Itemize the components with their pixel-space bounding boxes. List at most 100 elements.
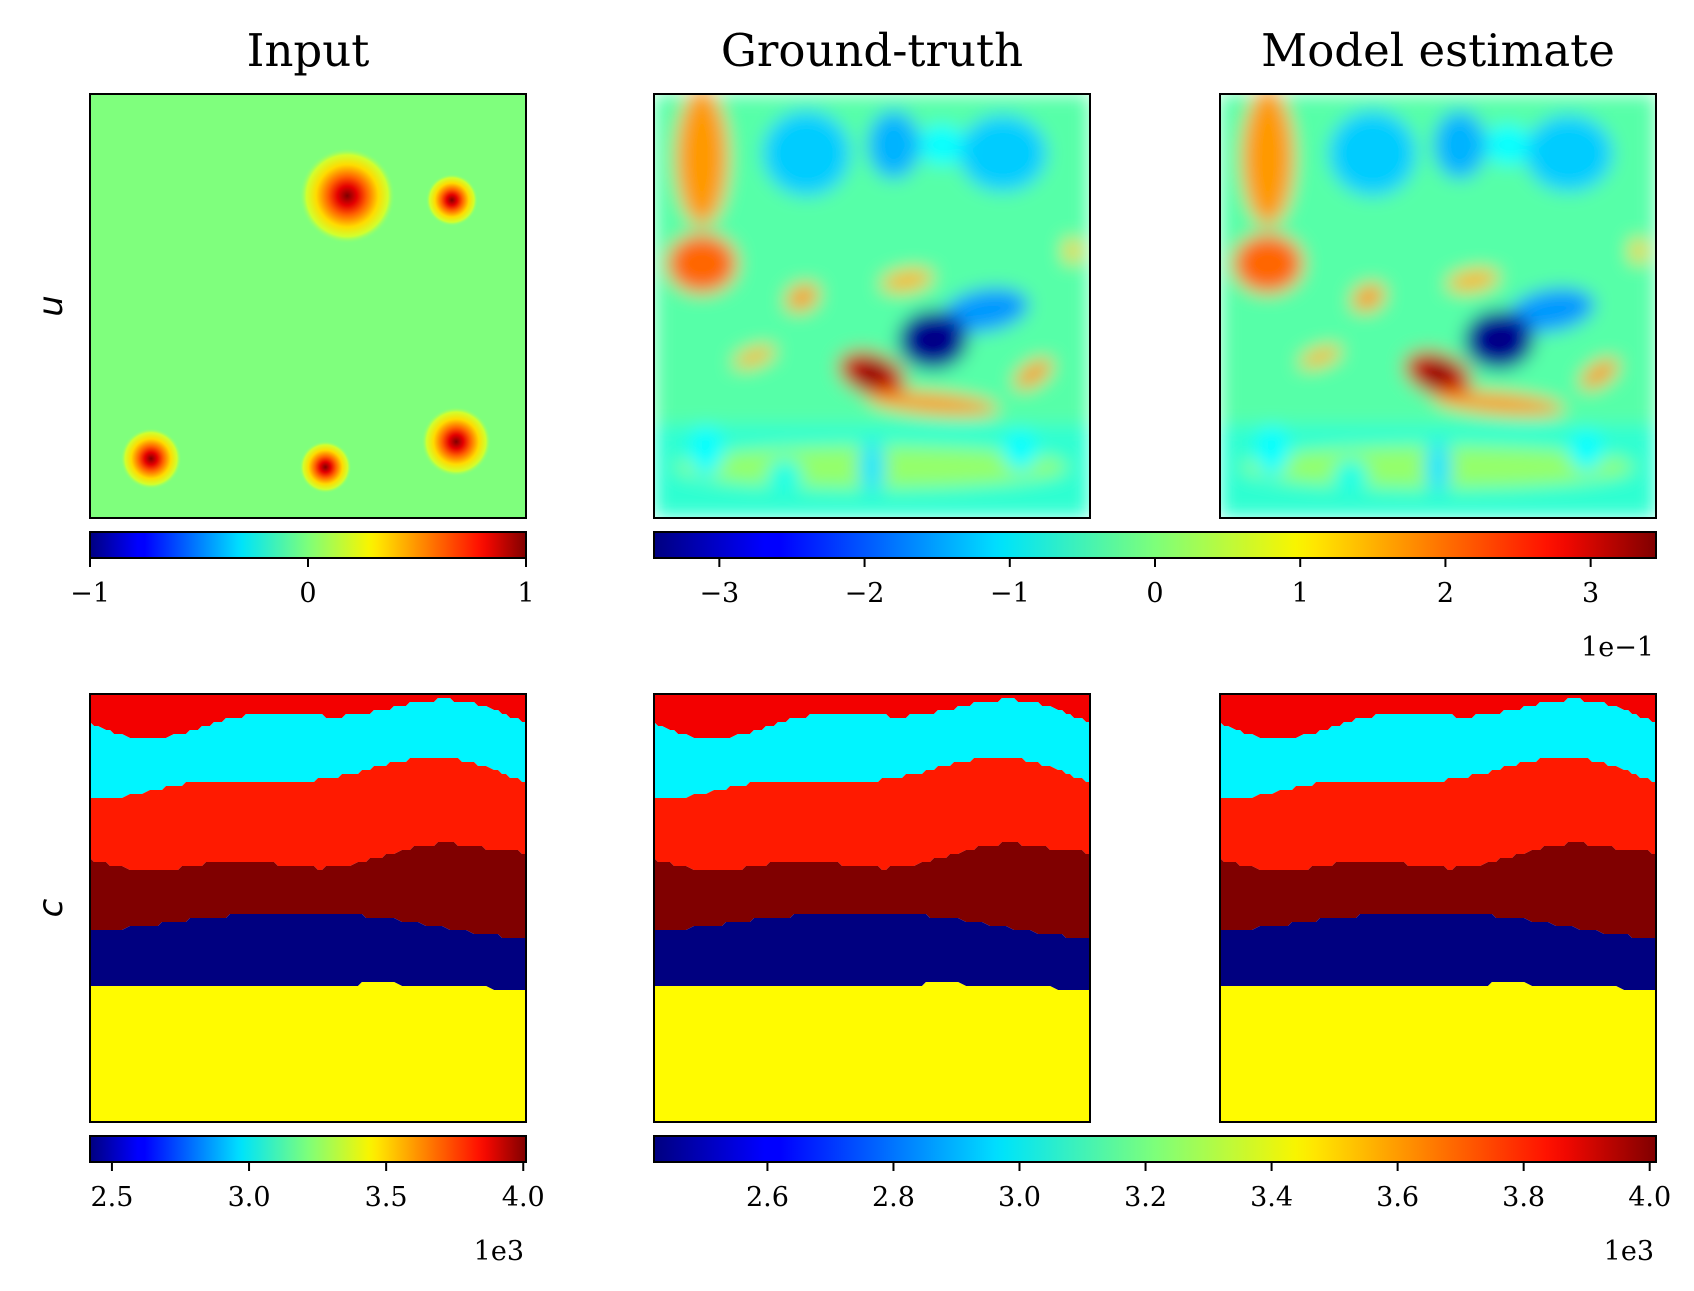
- colorbar-tick-label: 0: [299, 578, 316, 609]
- panel-model-estimate-u: [1219, 93, 1657, 519]
- title-model-estimate: Model estimate: [1261, 24, 1615, 77]
- ylabel-u: u: [31, 295, 71, 317]
- colorbar-tick-label: 2.5: [90, 1182, 133, 1213]
- velocity-layer: [654, 982, 1090, 1122]
- wave-blob: [733, 345, 775, 368]
- colorbar-input-c: 2.5 3.0 3.5 4.0 1e3: [89, 1135, 545, 1267]
- wave-blob: [959, 115, 1047, 192]
- velocity-layer: [654, 698, 1090, 798]
- wave-blob: [1433, 391, 1565, 416]
- velocity-layer: [90, 694, 526, 738]
- wave-blob: [1508, 288, 1595, 333]
- wave-blob: [1233, 233, 1303, 294]
- wave-blob: [919, 123, 964, 167]
- ground-truth-c-frame: [653, 693, 1091, 1123]
- colorbar-tick-label: −2: [845, 578, 885, 609]
- colorbar-tick-label: 3.0: [228, 1182, 271, 1213]
- colorbar-tick-label: 3: [1582, 578, 1599, 609]
- wave-blob: [767, 458, 803, 493]
- colorbar-input-c-offset: 1e3: [474, 1236, 524, 1267]
- velocity-layer: [90, 758, 526, 870]
- velocity-layer: [90, 842, 526, 938]
- title-ground-truth: Ground-truth: [721, 24, 1023, 77]
- ground-truth-u-field: [654, 94, 1090, 518]
- input-c-layers: [90, 694, 526, 1122]
- colorbar-tick-label: 3.8: [1502, 1182, 1545, 1213]
- wave-blob: [1629, 238, 1648, 264]
- colorbar-input-u: −1 0 1: [70, 531, 535, 609]
- velocity-layer: [654, 758, 1090, 870]
- velocity-layer: [90, 982, 526, 1122]
- colorbar-tick-label: 3.4: [1250, 1182, 1293, 1213]
- wave-blob: [1485, 123, 1530, 167]
- wave-blob: [1568, 428, 1604, 472]
- colorbar-tick-label: 1: [517, 578, 534, 609]
- model-estimate-u-frame: [1219, 93, 1657, 519]
- wave-blob: [1254, 424, 1290, 476]
- wave-blob: [1424, 441, 1452, 493]
- input-c-frame: [89, 693, 527, 1123]
- velocity-layer: [1220, 914, 1656, 990]
- source-blob: [120, 428, 182, 490]
- panel-model-estimate-c: [1219, 693, 1657, 1123]
- colorbar-tick-label: 3.2: [1124, 1182, 1167, 1213]
- velocity-layer: [654, 914, 1090, 990]
- colorbar-wavefield-c: 2.6 2.8 3.0 3.2 3.4 3.6 3.8 4.0 1e3: [653, 1135, 1671, 1267]
- wave-blob: [867, 391, 999, 416]
- wave-blob: [763, 110, 851, 196]
- wave-blob: [881, 269, 933, 292]
- velocity-layer: [1220, 982, 1656, 1122]
- source-blob: [425, 173, 479, 227]
- colorbar-tick-label: 2.6: [746, 1182, 789, 1213]
- wave-blob: [1333, 458, 1369, 493]
- panel-ground-truth-u: [653, 93, 1091, 519]
- wave-blob-core: [856, 364, 888, 384]
- colorbar-tick-label: 3.0: [998, 1182, 1041, 1213]
- wave-blob: [688, 424, 724, 476]
- wave-blob: [867, 110, 920, 179]
- colorbar-wavefield-c-offset: 1e3: [1604, 1236, 1654, 1267]
- wave-blob: [1002, 428, 1038, 472]
- velocity-layer: [654, 842, 1090, 938]
- colorbar-input-c-gradient: [90, 1136, 526, 1162]
- wave-blob: [1525, 115, 1613, 192]
- wave-blob: [1329, 110, 1417, 196]
- velocity-layer: [654, 694, 1090, 738]
- colorbar-wavefield-u: −3 −2 −1 0 1 2 3 1e−1: [653, 531, 1657, 663]
- input-u-frame: [89, 93, 527, 519]
- input-u-sources: [120, 147, 492, 494]
- wave-blob: [1351, 283, 1385, 312]
- wave-blob: [785, 283, 819, 312]
- wave-blob: [675, 94, 729, 226]
- source-blob: [299, 147, 396, 244]
- title-input: Input: [247, 24, 370, 77]
- colorbar-tick-label: −3: [699, 578, 739, 609]
- colorbar-tick-label: 0: [1146, 578, 1163, 609]
- wave-blob: [942, 288, 1029, 333]
- model-estimate-u-field: [1220, 94, 1656, 518]
- colorbar-input-u-gradient: [90, 532, 526, 558]
- colorbar-tick-label: 4.0: [502, 1182, 545, 1213]
- velocity-layer: [90, 698, 526, 798]
- colorbar-tick-label: 2.8: [872, 1182, 915, 1213]
- ground-truth-u-frame: [653, 93, 1091, 519]
- wave-blob: [1014, 358, 1053, 390]
- velocity-layer: [90, 914, 526, 990]
- colorbar-tick-label: 3.6: [1376, 1182, 1419, 1213]
- model-estimate-c-layers: [1220, 694, 1656, 1122]
- ground-truth-c-layers: [654, 694, 1090, 1122]
- wave-blob: [1447, 269, 1499, 292]
- colorbar-tick-label: 3.5: [365, 1182, 408, 1213]
- colorbar-tick-label: −1: [990, 578, 1030, 609]
- velocity-layer: [1220, 842, 1656, 938]
- source-blob: [299, 440, 352, 494]
- wave-blob-core: [1422, 364, 1454, 384]
- colorbar-tick-label: 2: [1437, 578, 1454, 609]
- wave-blob: [1580, 358, 1619, 390]
- model-estimate-c-frame: [1219, 693, 1657, 1123]
- panel-ground-truth-c: [653, 693, 1091, 1123]
- colorbar-tick-label: −1: [70, 578, 110, 609]
- velocity-layer: [1220, 698, 1656, 798]
- colorbar-wavefield-c-gradient: [654, 1136, 1656, 1162]
